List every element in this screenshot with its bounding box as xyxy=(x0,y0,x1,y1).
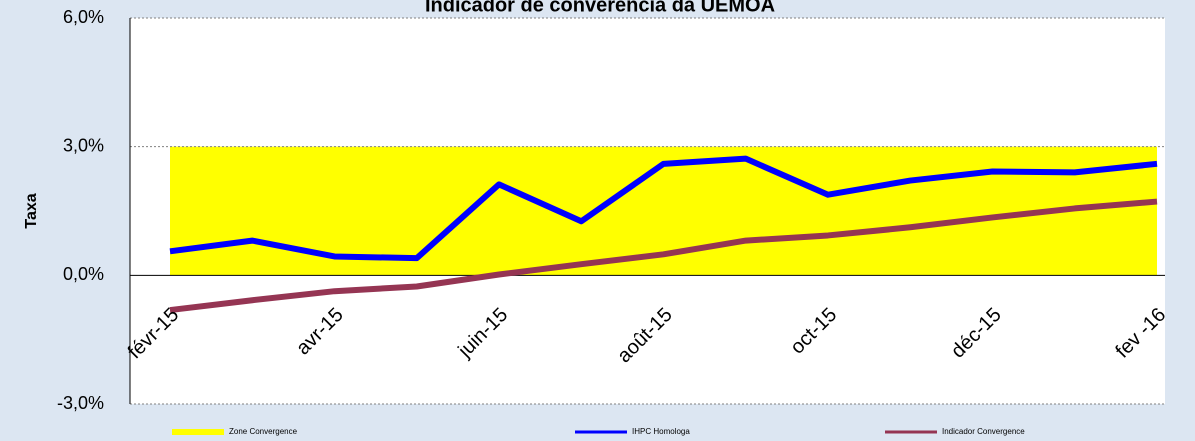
line xyxy=(169,155,1158,262)
legend-label: IHPC Homologa xyxy=(632,427,690,436)
y-tick-label: 3,0% xyxy=(63,135,104,155)
y-axis-label: Taxa xyxy=(23,193,40,228)
legend-label: Indicador Convergence xyxy=(942,427,1025,436)
line xyxy=(169,198,1158,314)
y-tick-label: -3,0% xyxy=(57,393,104,413)
y-tick-label: 0,0% xyxy=(63,264,104,284)
chart-title: Indicador de converência da UEMOA xyxy=(425,0,775,16)
y-tick-label: 6,0% xyxy=(63,7,104,27)
legend-label: Zone Convergence xyxy=(229,427,298,436)
